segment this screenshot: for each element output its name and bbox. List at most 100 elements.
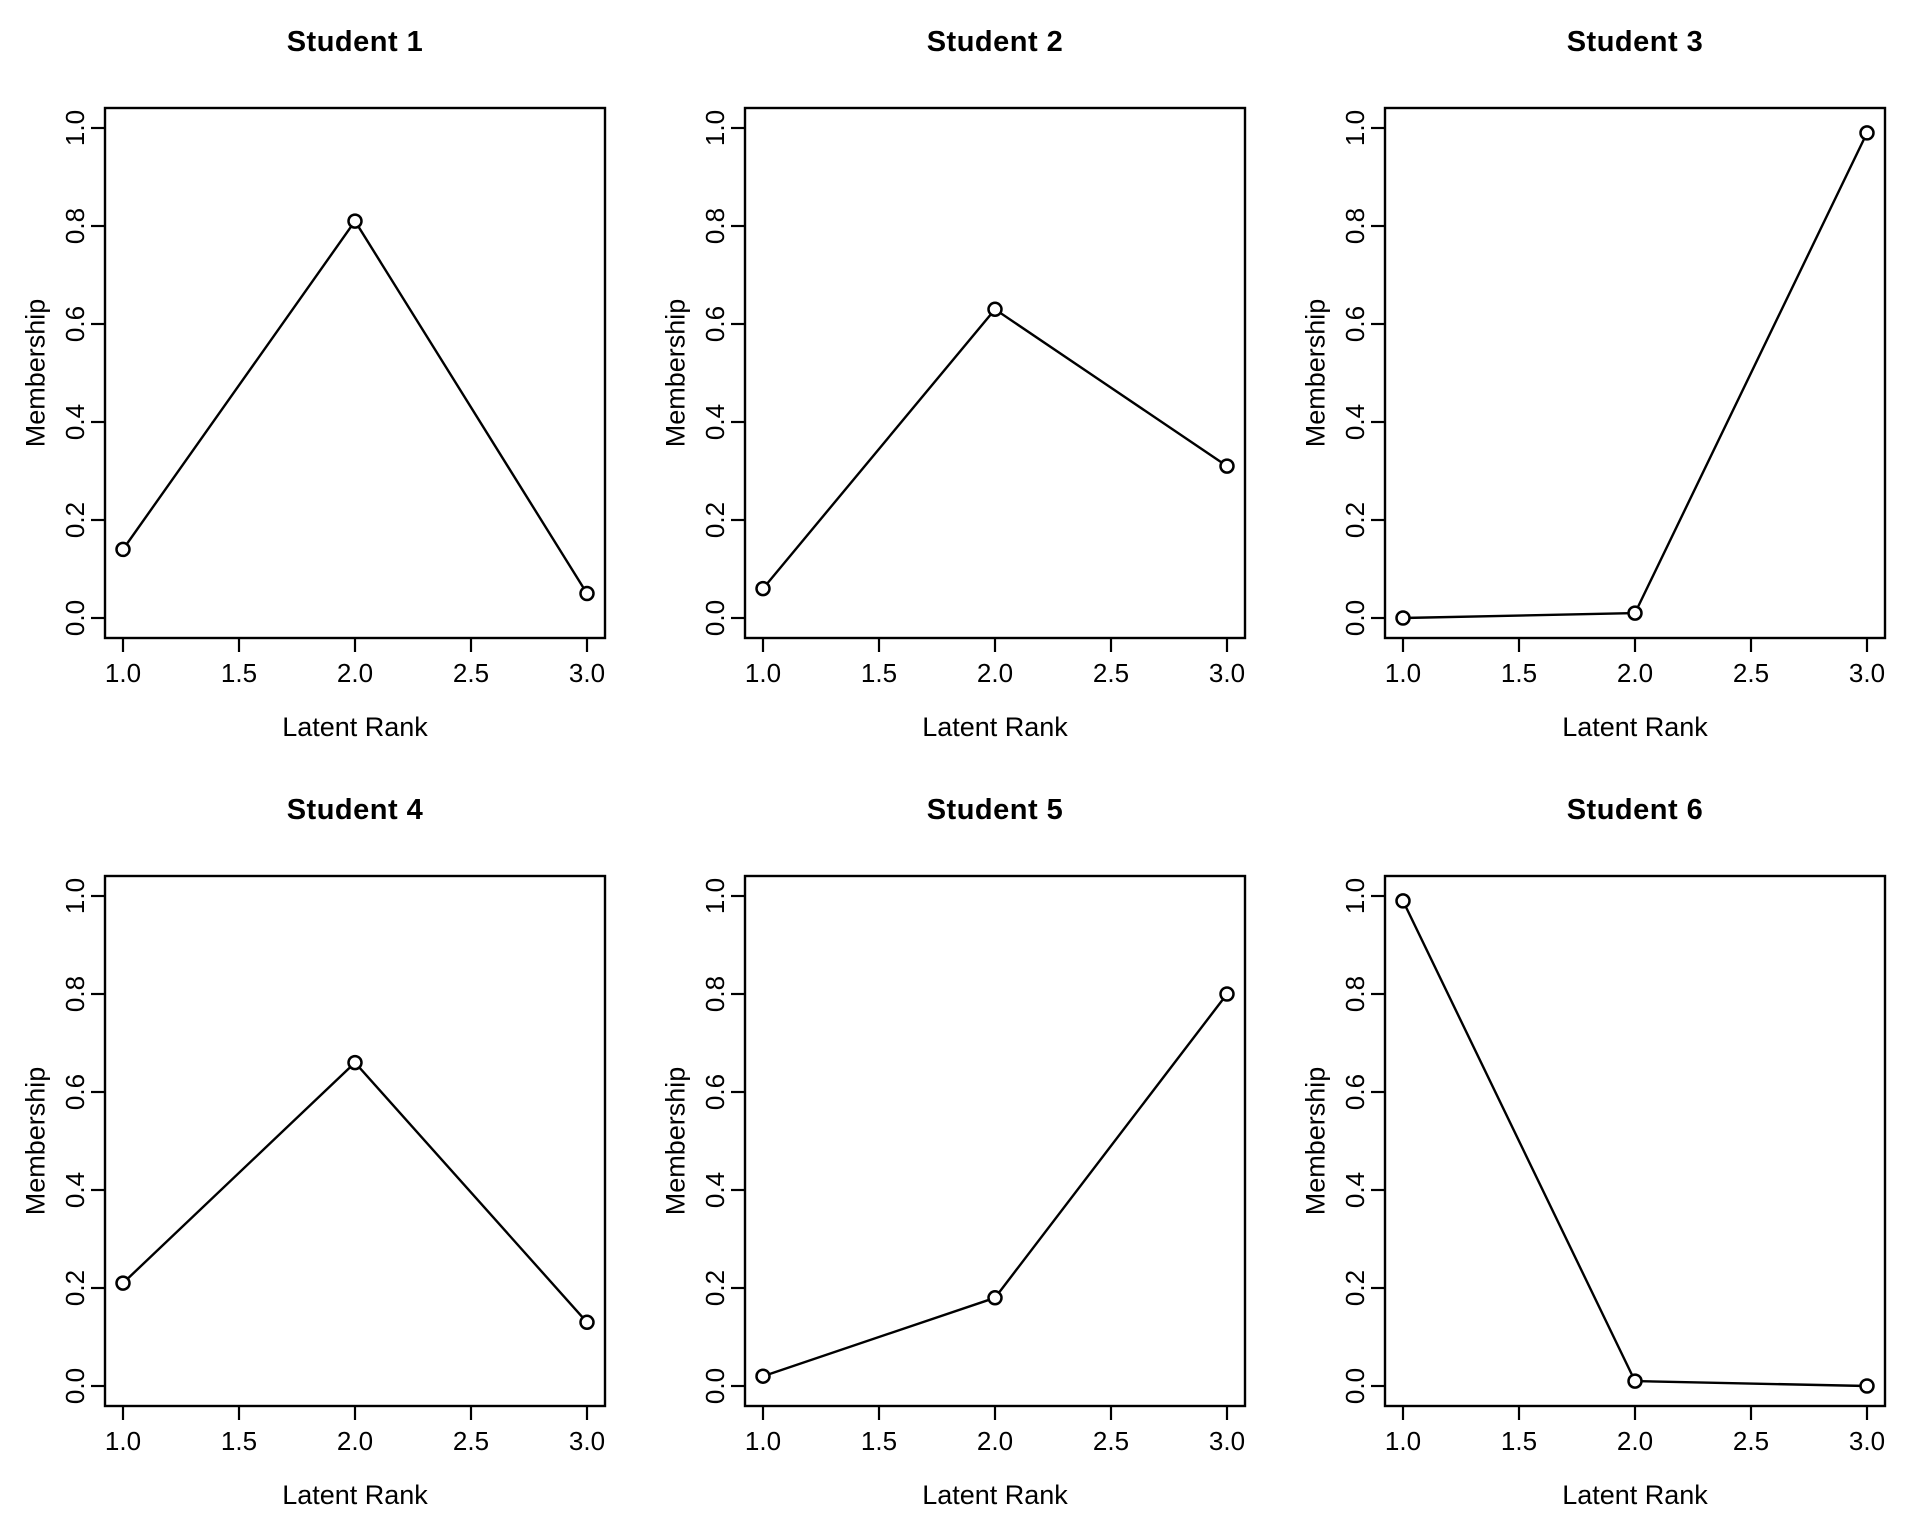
x-tick-label: 1.0	[745, 658, 781, 688]
data-point	[1859, 1378, 1875, 1394]
y-tick-label: 0.6	[1340, 306, 1370, 342]
data-point	[115, 541, 131, 558]
y-tick-label: 1.0	[1340, 110, 1370, 146]
y-tick-label: 0.8	[700, 976, 730, 1012]
x-tick-label: 1.0	[745, 1426, 781, 1456]
x-tick-label: 2.0	[337, 658, 373, 688]
y-tick-label: 0.8	[60, 976, 90, 1012]
y-tick-label: 1.0	[700, 110, 730, 146]
x-tick-label: 1.5	[221, 1426, 257, 1456]
y-tick-label: 0.4	[60, 404, 90, 440]
data-point	[1219, 458, 1235, 474]
x-tick-label: 2.5	[1093, 658, 1129, 688]
data-point	[579, 585, 595, 602]
x-tick-label: 2.0	[337, 1426, 373, 1456]
y-tick-label: 0.8	[1340, 208, 1370, 244]
subplot-student-4: Student 4 Membership 1.0 1.5 2.0 2.5 3.0 0.0 0…	[0, 768, 640, 1536]
y-tick-label: 0.2	[1340, 502, 1370, 538]
subplot-student-1: Student 1 Membership 1.0 1.5 2.0 2.5 3.0 0.0 0…	[0, 0, 640, 768]
data-point	[987, 301, 1003, 318]
x-tick-label: 2.5	[1733, 658, 1769, 688]
plot-title: Student 6	[1566, 794, 1704, 826]
x-axis-label: Latent Rank	[282, 1480, 428, 1510]
x-tick-label: 2.5	[453, 1426, 489, 1456]
y-tick-label: 1.0	[1340, 878, 1370, 914]
plot-title: Student 4	[286, 794, 424, 826]
plot-border	[743, 106, 1247, 640]
x-tick-label: 2.5	[1093, 1426, 1129, 1456]
subplot-student-2: Student 2 Membership 1.0 1.5 2.0 2.5 3.0 0.0 0…	[640, 0, 1280, 768]
y-tick-label: 0.4	[1340, 404, 1370, 440]
x-tick-label: 2.0	[977, 1426, 1013, 1456]
data-point	[1627, 605, 1643, 621]
x-tick-label: 1.0	[105, 658, 141, 688]
y-tick-label: 0.4	[60, 1172, 90, 1208]
data-point	[115, 1275, 131, 1291]
y-tick-label: 0.0	[1340, 600, 1370, 636]
y-tick-label: 0.2	[60, 502, 90, 538]
plot-title: Student 5	[926, 794, 1064, 826]
data-point	[347, 1054, 363, 1071]
plot-svg: 1.0 1.5 2.0 2.5 3.0 0.0 0.2 0.4 0.6 0.8 1.0	[700, 106, 1247, 688]
y-tick-label: 0.2	[60, 1270, 90, 1306]
x-tick-label: 2.5	[1733, 1426, 1769, 1456]
x-tick-label: 2.5	[453, 658, 489, 688]
y-tick-label: 0.4	[1340, 1172, 1370, 1208]
subplot-student-5: Student 5 Membership 1.0 1.5 2.0 2.5 3.0 0.0 0…	[640, 768, 1280, 1536]
x-axis-label: Latent Rank	[282, 712, 428, 742]
y-tick-label: 1.0	[60, 878, 90, 914]
x-tick-label: 1.0	[1385, 658, 1421, 688]
data-point	[1627, 1373, 1643, 1389]
plot-svg: 1.0 1.5 2.0 2.5 3.0 0.0 0.2 0.4 0.6 0.8 1.0	[700, 874, 1247, 1456]
x-tick-label: 3.0	[569, 1426, 605, 1456]
plot-title: Student 1	[286, 26, 424, 58]
plot-border	[1383, 874, 1887, 1408]
plot-svg: 1.0 1.5 2.0 2.5 3.0 0.0 0.2 0.4 0.6 0.8 1.0	[60, 874, 607, 1456]
y-tick-label: 0.2	[1340, 1270, 1370, 1306]
y-tick-label: 0.8	[1340, 976, 1370, 1012]
y-tick-label: 0.6	[60, 306, 90, 342]
data-point	[1219, 986, 1235, 1002]
plot-border	[743, 874, 1247, 1408]
x-tick-label: 2.0	[1617, 658, 1653, 688]
x-tick-label: 3.0	[1209, 1426, 1245, 1456]
data-point	[1395, 893, 1411, 909]
y-tick-label: 0.0	[60, 600, 90, 636]
data-point	[579, 1314, 595, 1331]
subplot-student-3: Student 3 Membership 1.0 1.5 2.0 2.5 3.0 0.0 0…	[1280, 0, 1920, 768]
y-tick-label: 0.0	[1340, 1368, 1370, 1404]
plot-border	[1383, 106, 1887, 640]
y-tick-label: 0.8	[60, 208, 90, 244]
x-tick-label: 3.0	[1849, 1426, 1885, 1456]
x-tick-label: 1.0	[1385, 1426, 1421, 1456]
data-point	[755, 1368, 771, 1384]
x-tick-label: 2.0	[977, 658, 1013, 688]
y-tick-label: 0.0	[700, 600, 730, 636]
x-tick-label: 1.5	[1501, 658, 1537, 688]
data-point	[1859, 125, 1875, 141]
data-point	[755, 580, 771, 597]
y-tick-label: 0.6	[700, 1074, 730, 1110]
data-point	[347, 213, 363, 229]
x-tick-label: 3.0	[1209, 658, 1245, 688]
data-point	[1395, 610, 1411, 626]
plot-svg: 1.0 1.5 2.0 2.5 3.0 0.0 0.2 0.4 0.6 0.8 1.0	[60, 106, 607, 688]
y-tick-label: 0.2	[700, 1270, 730, 1306]
data-point	[987, 1290, 1003, 1306]
y-tick-label: 0.0	[60, 1368, 90, 1404]
plot-border	[103, 874, 607, 1408]
x-tick-label: 1.5	[861, 1426, 897, 1456]
subplot-student-6: Student 6 Membership 1.0 1.5 2.0 2.5 3.0 0.0 0…	[1280, 768, 1920, 1536]
x-tick-label: 2.0	[1617, 1426, 1653, 1456]
y-tick-label: 0.0	[700, 1368, 730, 1404]
x-tick-label: 1.5	[221, 658, 257, 688]
plot-svg: 1.0 1.5 2.0 2.5 3.0 0.0 0.2 0.4 0.6 0.8 1.0	[1340, 874, 1887, 1456]
y-tick-label: 1.0	[700, 878, 730, 914]
plot-svg: 1.0 1.5 2.0 2.5 3.0 0.0 0.2 0.4 0.6 0.8 1.0	[1340, 106, 1887, 688]
y-tick-label: 0.6	[60, 1074, 90, 1110]
x-tick-label: 1.5	[1501, 1426, 1537, 1456]
x-axis-label: Latent Rank	[922, 712, 1068, 742]
x-tick-label: 3.0	[1849, 658, 1885, 688]
y-tick-label: 1.0	[60, 110, 90, 146]
